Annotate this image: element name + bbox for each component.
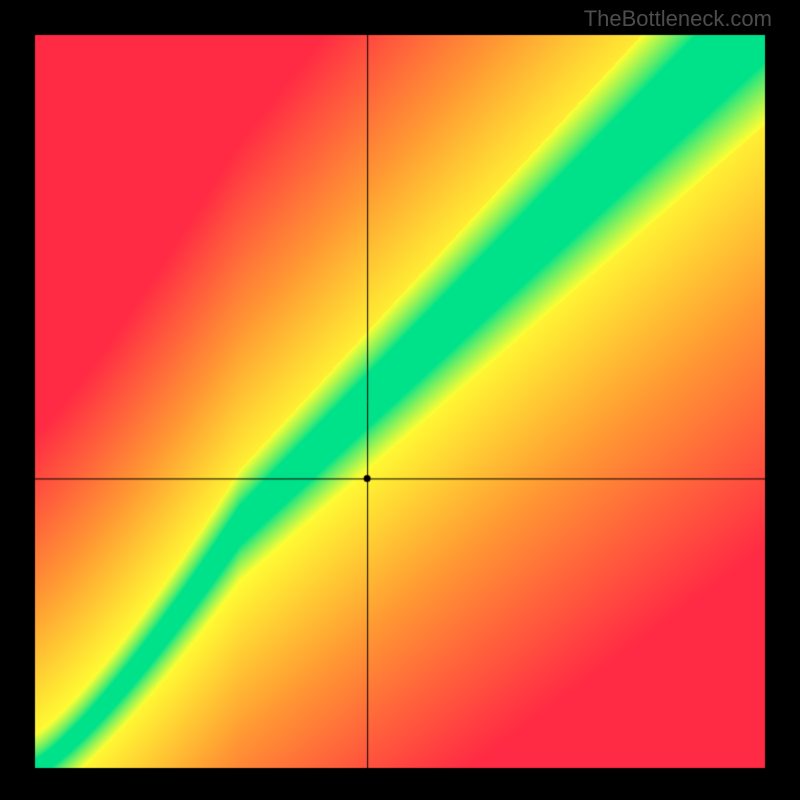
bottleneck-heatmap [0,0,800,800]
chart-container: { "watermark": "TheBottleneck.com", "can… [0,0,800,800]
watermark-text: TheBottleneck.com [584,6,772,32]
